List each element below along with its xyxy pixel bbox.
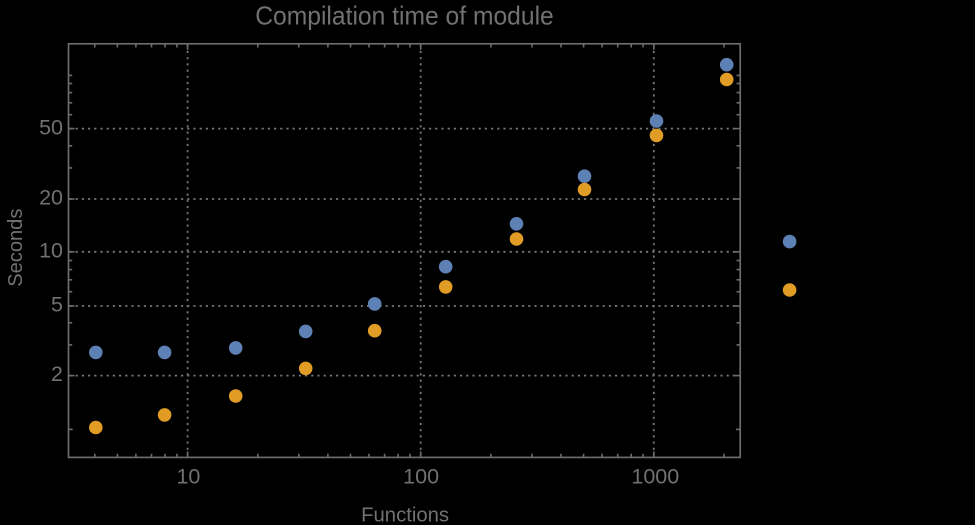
svg-text:5: 5 xyxy=(51,293,63,317)
svg-text:1000: 1000 xyxy=(631,465,679,489)
svg-text:10: 10 xyxy=(176,465,200,489)
svg-text:2: 2 xyxy=(51,362,63,386)
svg-text:20: 20 xyxy=(39,186,63,210)
svg-text:50: 50 xyxy=(39,116,63,140)
svg-text:100: 100 xyxy=(403,465,439,489)
svg-text:Seconds: Seconds xyxy=(4,209,27,287)
svg-text:10: 10 xyxy=(39,238,63,262)
svg-text:Compilation time of module: Compilation time of module xyxy=(255,1,554,31)
svg-text:Functions: Functions xyxy=(361,504,449,525)
